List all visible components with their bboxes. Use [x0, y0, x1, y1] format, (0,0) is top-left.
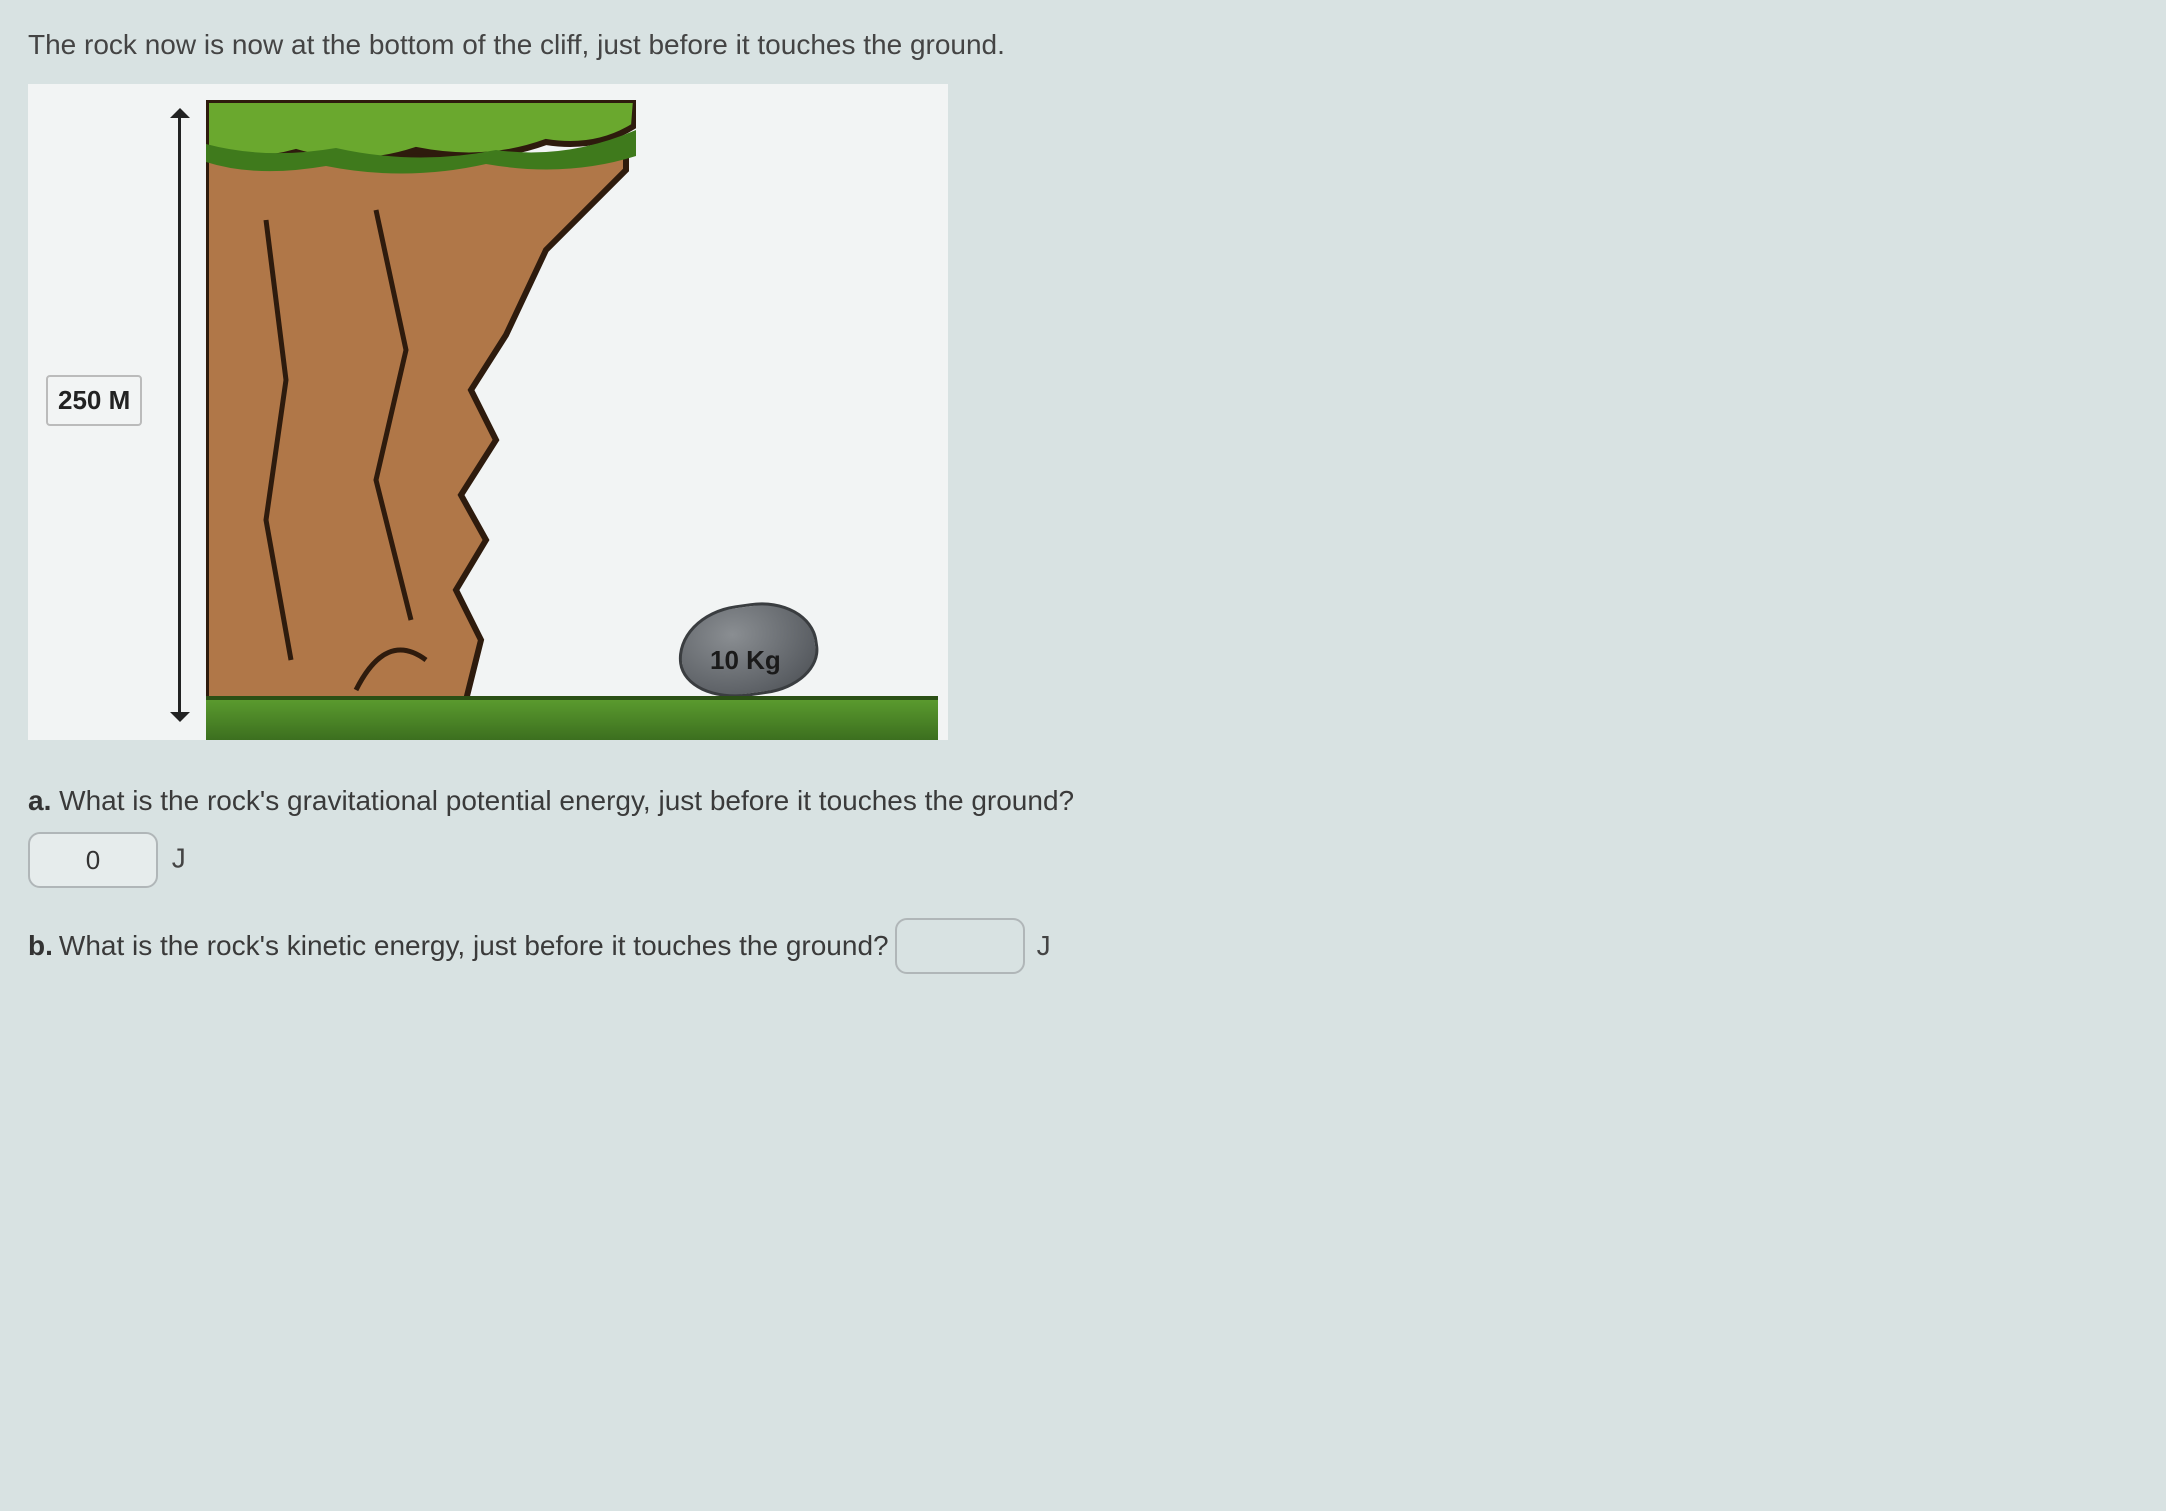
rock-mass-label: 10 Kg [710, 641, 781, 680]
figure-container: 250 M 10 Kg [28, 84, 948, 740]
ground-strip [206, 696, 938, 740]
unit-a: J [172, 842, 186, 873]
question-a-text: What is the rock's gravitational potenti… [59, 785, 1074, 816]
question-a: a. What is the rock's gravitational pote… [28, 780, 2138, 888]
unit-b: J [1037, 925, 1051, 967]
prompt-text: The rock now is now at the bottom of the… [28, 24, 2138, 66]
question-a-label: a. [28, 785, 51, 816]
question-b-text: What is the rock's kinetic energy, just … [59, 925, 889, 967]
answer-input-a[interactable]: 0 [28, 832, 158, 888]
height-arrow [178, 114, 181, 716]
question-b: b. What is the rock's kinetic energy, ju… [28, 918, 2138, 974]
answer-input-b[interactable] [895, 918, 1025, 974]
question-b-label: b. [28, 925, 53, 967]
cliff-illustration [206, 100, 636, 700]
cliff-figure: 250 M 10 Kg [38, 100, 938, 740]
height-label: 250 M [46, 375, 142, 426]
